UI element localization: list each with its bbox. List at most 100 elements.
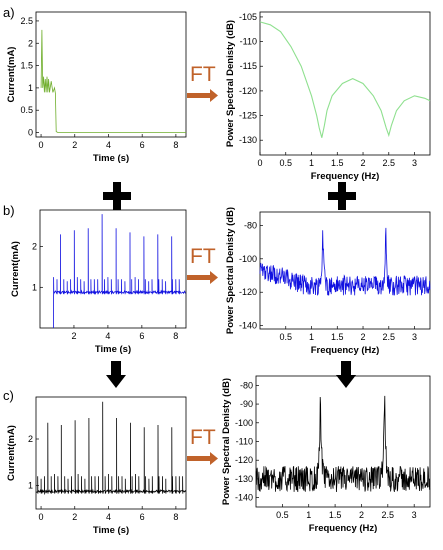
y-axis-title: Power Spectral Denisty (dB): [225, 207, 236, 334]
x-tick-label: 0: [257, 158, 262, 168]
series-line: [259, 21, 431, 138]
chart-c-psd: 0.5 1 1.5 2 2.5 3 -80 -90 -100 -110 -120 -130 -140 Fr…: [221, 375, 431, 534]
x-axis-title: Frequency (Hz): [311, 171, 380, 182]
x-axis-title: Frequency (Hz): [311, 345, 380, 356]
x-tick-label: 2: [361, 332, 366, 342]
y-axis-title: Current(mA): [6, 47, 17, 103]
x-tick-label: 2.5: [382, 510, 395, 520]
chart-b-time: 2 4 6 8 1 2 Time (s) Current(mA): [10, 209, 187, 355]
y-tick-label: 1: [28, 481, 33, 491]
x-tick-label: 1.5: [331, 158, 344, 168]
y-tick-label: -120: [235, 455, 253, 465]
x-tick-label: 4: [105, 331, 110, 341]
y-tick-label: 2: [28, 38, 33, 48]
x-tick-label: 3: [412, 158, 417, 168]
x-tick-label: 3: [412, 510, 417, 520]
chart-c-time: 0 2 4 6 8 1 2 Time (s) Current(mA): [6, 396, 187, 536]
chart-b-psd: 0.5 1 1.5 2 2.5 3 -80 -100 -120 -140 Frequency (Hz…: [225, 207, 431, 356]
ft-operator-b: FT: [187, 245, 218, 284]
right-arrow-icon: [187, 452, 218, 465]
ft-label: FT: [190, 245, 216, 268]
chart-a-time: 0 2 4 6 8 0 0.5 1 1.5 2 2.5 Time (s) Current(mA): [6, 11, 187, 164]
y-tick-label: -120: [239, 287, 257, 297]
x-tick-label: 2: [72, 512, 77, 522]
x-tick-label: 2: [359, 510, 364, 520]
y-tick-label: 2: [32, 242, 37, 252]
y-tick-label: -120: [239, 86, 257, 96]
x-tick-label: 0.5: [276, 510, 289, 520]
y-tick-label: -110: [240, 37, 257, 47]
y-tick-label: -130: [239, 135, 257, 145]
y-tick-label: -130: [235, 474, 253, 484]
ft-label: FT: [190, 63, 216, 86]
down-arrow-icon: [106, 361, 126, 388]
y-tick-label: -80: [240, 380, 253, 390]
y-tick-label: -115: [240, 61, 257, 71]
y-tick-label: -90: [240, 399, 253, 409]
x-tick-label: 0.5: [279, 332, 292, 342]
y-tick-label: -140: [235, 493, 253, 503]
y-tick-label: -100: [235, 418, 253, 428]
x-tick-label: 1.5: [329, 510, 342, 520]
y-tick-label: 1: [28, 83, 33, 93]
y-axis-title: Power Spectral Denisty (dB): [221, 378, 232, 505]
series-line: [259, 227, 431, 296]
x-tick-label: 6: [140, 140, 145, 150]
panel-label-a: a): [3, 5, 15, 20]
x-tick-label: 1.5: [331, 332, 344, 342]
y-tick-label: 1.5: [20, 61, 33, 71]
x-tick-label: 6: [140, 512, 145, 522]
right-arrow-icon: [187, 271, 218, 284]
x-tick-label: 0: [39, 512, 44, 522]
x-axis-title: Time (s): [93, 153, 129, 164]
y-axis-title: Power Spectral Denisty (dB): [225, 20, 236, 147]
y-tick-label: -125: [239, 111, 257, 121]
y-tick-label: 2: [28, 434, 33, 444]
x-axis-title: Frequency (Hz): [309, 523, 378, 534]
y-axis-title: Current(mA): [10, 241, 21, 297]
ft-label: FT: [190, 426, 216, 449]
x-tick-label: 2.5: [383, 158, 396, 168]
panel-label-b: b): [3, 203, 15, 218]
y-tick-label: 2.5: [20, 16, 33, 26]
x-tick-label: 2: [71, 331, 76, 341]
x-tick-label: 6: [139, 331, 144, 341]
x-tick-label: 4: [106, 512, 111, 522]
y-tick-label: -100: [239, 254, 257, 264]
x-tick-label: 1: [309, 332, 314, 342]
x-axis-title: Time (s): [93, 525, 129, 536]
series-line: [35, 401, 186, 496]
y-tick-label: 0.5: [20, 105, 33, 115]
x-axis-title: Time (s): [95, 344, 131, 355]
plot-area: [39, 209, 187, 329]
plot-area: [259, 11, 431, 156]
y-tick-label: 1: [32, 282, 37, 292]
plus-icon: [328, 182, 356, 210]
y-axis-title: Current(mA): [6, 425, 17, 481]
x-tick-label: 0: [39, 140, 44, 150]
chart-a-psd: 0 0.5 1 1.5 2 2.5 3 -105 -110 -115 -120 -125 -130 Fre…: [225, 11, 431, 182]
x-tick-label: 1: [306, 510, 311, 520]
x-tick-label: 0.5: [279, 158, 292, 168]
plot-area: [35, 396, 187, 510]
x-tick-label: 3: [412, 332, 417, 342]
y-tick-label: 0: [28, 128, 33, 138]
right-arrow-icon: [187, 89, 218, 102]
panel-label-c: c): [3, 388, 14, 403]
ft-operator-c: FT: [187, 426, 218, 465]
y-tick-label: -80: [244, 220, 257, 230]
x-tick-label: 8: [173, 512, 178, 522]
x-tick-label: 2: [72, 140, 77, 150]
series-line: [40, 29, 186, 133]
plus-icon: [103, 182, 131, 210]
x-tick-label: 2: [361, 158, 366, 168]
x-tick-label: 8: [173, 140, 178, 150]
y-tick-label: -140: [239, 321, 257, 331]
x-tick-label: 8: [173, 331, 178, 341]
y-tick-label: -105: [239, 12, 257, 22]
plot-area: [259, 211, 431, 330]
x-tick-label: 1: [309, 158, 314, 168]
down-arrow-icon: [336, 361, 356, 388]
series-line: [53, 214, 186, 328]
